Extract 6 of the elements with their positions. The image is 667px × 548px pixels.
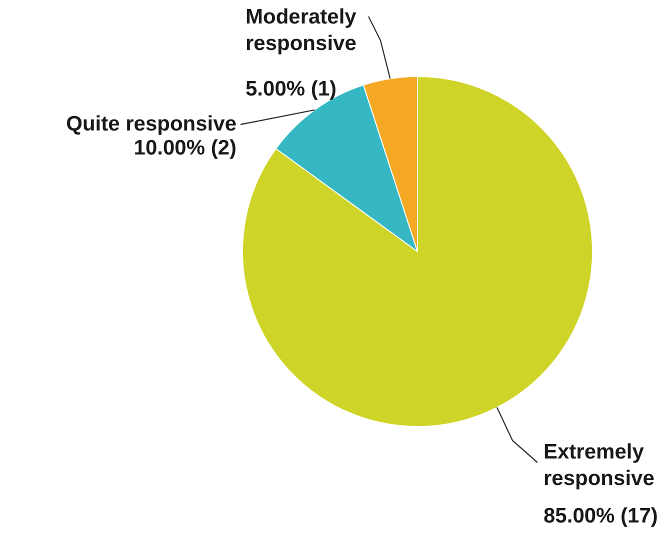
slice-label: Quite responsive bbox=[66, 112, 236, 136]
data-label: 10.00% (2) bbox=[134, 136, 237, 160]
slice-label: Extremely responsive bbox=[544, 440, 654, 490]
slice-label: Moderately responsive bbox=[246, 6, 357, 55]
data-label: 5.00% (1) bbox=[246, 78, 337, 100]
data-label: 85.00% (17) bbox=[544, 504, 658, 528]
